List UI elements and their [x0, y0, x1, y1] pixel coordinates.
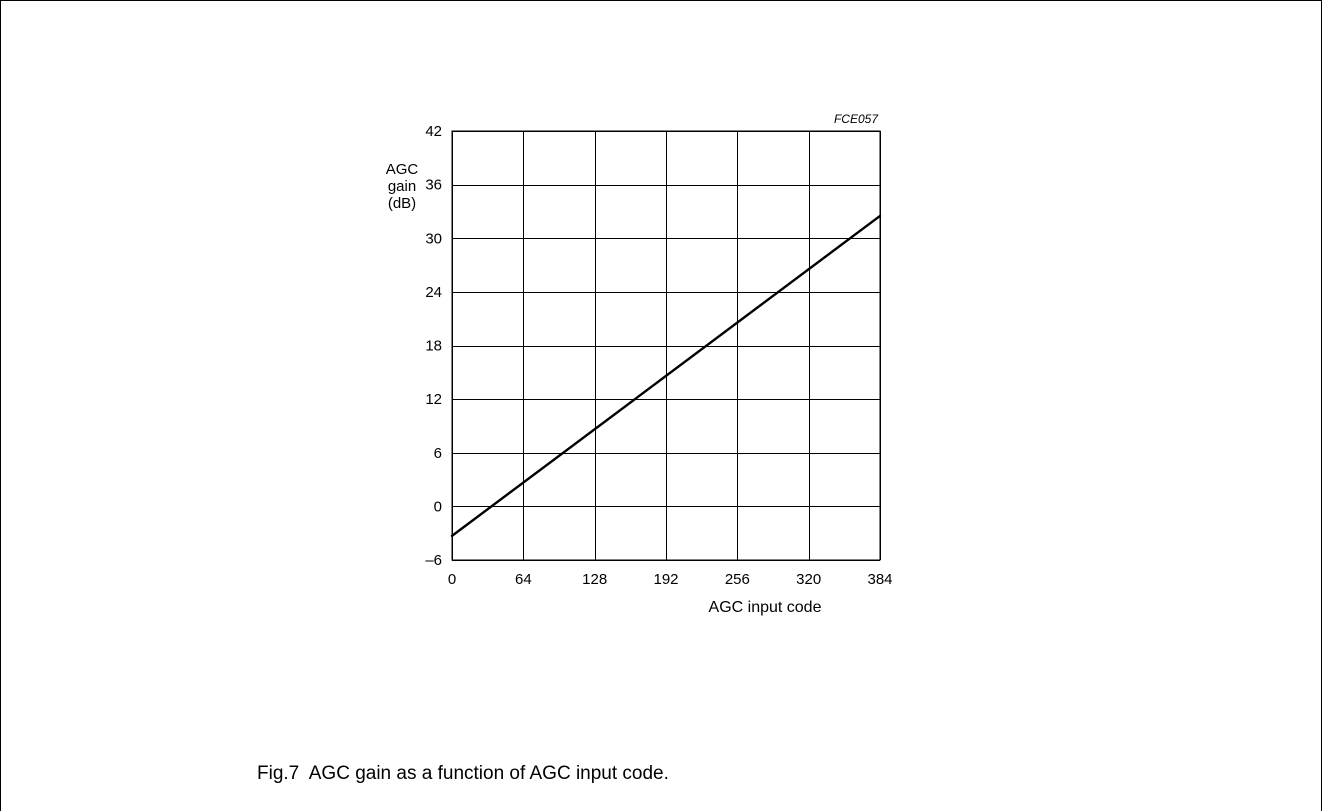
x-tick-label: 320	[796, 571, 821, 588]
y-tick-label: 36	[425, 177, 442, 194]
x-tick-label: 256	[725, 571, 750, 588]
x-tick-label: 0	[448, 571, 456, 588]
grid-lines	[452, 131, 881, 561]
y-tick-label: 0	[434, 498, 442, 515]
y-tick-label: 30	[425, 230, 442, 247]
y-tick-labels: –6 0 6 12 18 24 30 36 42	[425, 123, 442, 569]
x-tick-label: 192	[653, 571, 678, 588]
figure-caption: Fig.7 AGC gain as a function of AGC inpu…	[257, 763, 669, 784]
y-tick-label: 18	[425, 338, 442, 355]
x-tick-label: 128	[582, 571, 607, 588]
series-layer	[450, 214, 882, 538]
x-axis-label: AGC input code	[709, 599, 822, 616]
x-tick-labels: 0 64 128 192 256 320 384	[448, 571, 893, 588]
x-tick-label: 384	[867, 571, 892, 588]
y-axis-label-line: (dB)	[388, 195, 416, 212]
y-tick-label: 12	[425, 391, 442, 408]
y-tick-label: –6	[425, 552, 442, 569]
x-tick-label: 64	[515, 571, 532, 588]
y-axis-label-line: AGC	[386, 161, 419, 178]
series-line	[450, 214, 882, 538]
y-tick-label: 42	[425, 123, 442, 140]
figure-code-label: FCE057	[834, 112, 879, 126]
plot-frame	[451, 130, 881, 561]
y-tick-label: 6	[434, 445, 442, 462]
y-axis-label-line: gain	[388, 178, 416, 195]
y-tick-label: 24	[425, 284, 442, 301]
